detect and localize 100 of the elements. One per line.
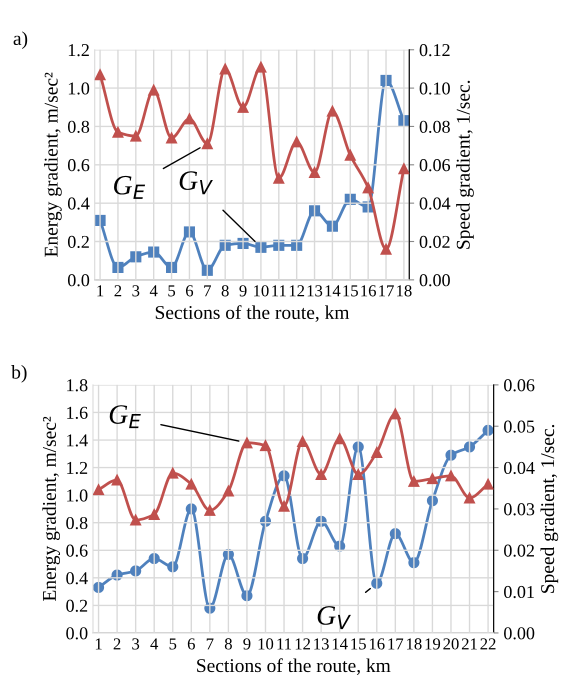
point <box>241 437 252 448</box>
point <box>352 468 364 480</box>
point <box>130 514 142 526</box>
point <box>334 433 346 444</box>
x-tick-label: 18 <box>397 285 412 296</box>
y2-tick-label: 0.04 <box>420 197 450 210</box>
y2-tick-label: 0.00 <box>504 627 534 640</box>
point <box>390 408 401 420</box>
y-tick-label: 1.2 <box>67 462 88 474</box>
point <box>237 102 249 113</box>
y-tick-label: 0.2 <box>68 236 89 248</box>
point <box>112 474 123 486</box>
y-tick-label: 1.0 <box>68 82 90 95</box>
x-tick-label: 11 <box>272 285 286 296</box>
y2-tick-label: 0.12 <box>420 44 450 56</box>
x-tick-label: 1 <box>97 285 104 296</box>
point <box>326 106 338 117</box>
annotation: G$_{V}$ <box>318 606 351 630</box>
x-tick-label: 6 <box>188 638 195 650</box>
y2-tick-label: 0.06 <box>504 379 534 392</box>
point <box>186 478 197 490</box>
x-tick-label: 20 <box>443 638 459 650</box>
point <box>166 132 178 144</box>
point <box>148 508 160 520</box>
x-tick-label: 1 <box>96 638 102 650</box>
y-tick-label: 0.6 <box>66 544 88 557</box>
y-tick-label: 0.4 <box>68 197 90 210</box>
x-tick-label: 13 <box>308 285 322 296</box>
point <box>130 130 142 142</box>
x-tick-label: 18 <box>407 638 422 650</box>
x-tick-label: 2 <box>114 285 122 296</box>
point <box>92 484 104 496</box>
y-tick-label: 0.0 <box>66 627 88 640</box>
point <box>222 485 234 497</box>
x-axis-title: Sections of the route, km <box>197 658 390 675</box>
y-tick-label: 1.0 <box>67 489 88 502</box>
y-tick-label: 0.2 <box>66 600 88 612</box>
x-tick-label: 11 <box>277 638 292 650</box>
point <box>344 150 356 161</box>
point <box>273 172 284 184</box>
x-tick-label: 16 <box>370 638 385 650</box>
x-tick-label: 7 <box>204 285 211 296</box>
y-tick-label: 1.6 <box>67 406 88 419</box>
y-tick-label: 0.0 <box>68 274 90 286</box>
y2-tick-label: 0.02 <box>504 544 534 557</box>
annotation: G$_{E}$ <box>110 405 141 428</box>
x-tick-label: 19 <box>426 638 440 650</box>
point <box>308 205 320 216</box>
y2-tick-label: 0.03 <box>504 503 534 516</box>
y-tick-label: 0.8 <box>66 516 88 530</box>
y-axis-title: Energy gradient, m/sec² <box>42 416 60 602</box>
x-tick-label: 7 <box>206 638 214 650</box>
x-tick-label: 10 <box>258 638 274 650</box>
point <box>255 61 266 73</box>
point <box>202 264 213 276</box>
x-tick-label: 8 <box>224 638 232 650</box>
chart-title: b) <box>11 365 27 383</box>
point <box>291 136 302 148</box>
point <box>112 126 124 138</box>
x-tick-label: 5 <box>170 638 176 650</box>
x-tick-label: 4 <box>150 285 158 296</box>
point <box>408 476 420 487</box>
x-tick-label: 9 <box>239 285 247 296</box>
point <box>148 84 160 96</box>
point <box>380 244 392 255</box>
x-tick-label: 3 <box>132 285 140 296</box>
point <box>371 446 382 458</box>
point <box>167 468 178 479</box>
x-tick-label: 17 <box>388 638 404 650</box>
x-tick-label: 12 <box>290 285 304 296</box>
y-tick-label: 1.2 <box>68 44 89 56</box>
point <box>184 113 195 124</box>
x-tick-label: 17 <box>379 285 394 296</box>
x-tick-label: 10 <box>254 285 269 296</box>
point <box>204 504 216 516</box>
y2-tick-label: 0.08 <box>420 120 450 133</box>
y2-tick-label: 0.06 <box>420 159 450 172</box>
y2-axis-title: Speed gradient, 1/sec. <box>456 80 474 249</box>
y-tick-label: 0.4 <box>66 572 88 584</box>
point <box>398 163 410 174</box>
point <box>445 470 457 482</box>
x-tick-label: 4 <box>150 638 158 650</box>
point <box>278 470 290 482</box>
annotation: G$_{E}$ <box>114 176 146 199</box>
point <box>380 74 392 86</box>
y2-axis-title: Speed gradient, 1/sec. <box>540 424 558 593</box>
x-tick-label: 13 <box>314 638 329 650</box>
x-tick-label: 21 <box>462 638 477 650</box>
point <box>297 436 308 447</box>
y-tick-label: 0.6 <box>68 159 90 172</box>
point <box>464 492 476 504</box>
y2-tick-label: 0.00 <box>420 274 450 286</box>
chart-title: a) <box>14 31 28 49</box>
x-tick-label: 3 <box>132 638 140 650</box>
point <box>278 500 290 512</box>
y-tick-label: 0.8 <box>68 120 90 133</box>
x-tick-label: 22 <box>480 638 496 650</box>
x-tick-label: 2 <box>114 638 120 650</box>
y2-tick-label: 0.05 <box>504 420 534 433</box>
y2-tick-label: 0.02 <box>420 236 450 248</box>
